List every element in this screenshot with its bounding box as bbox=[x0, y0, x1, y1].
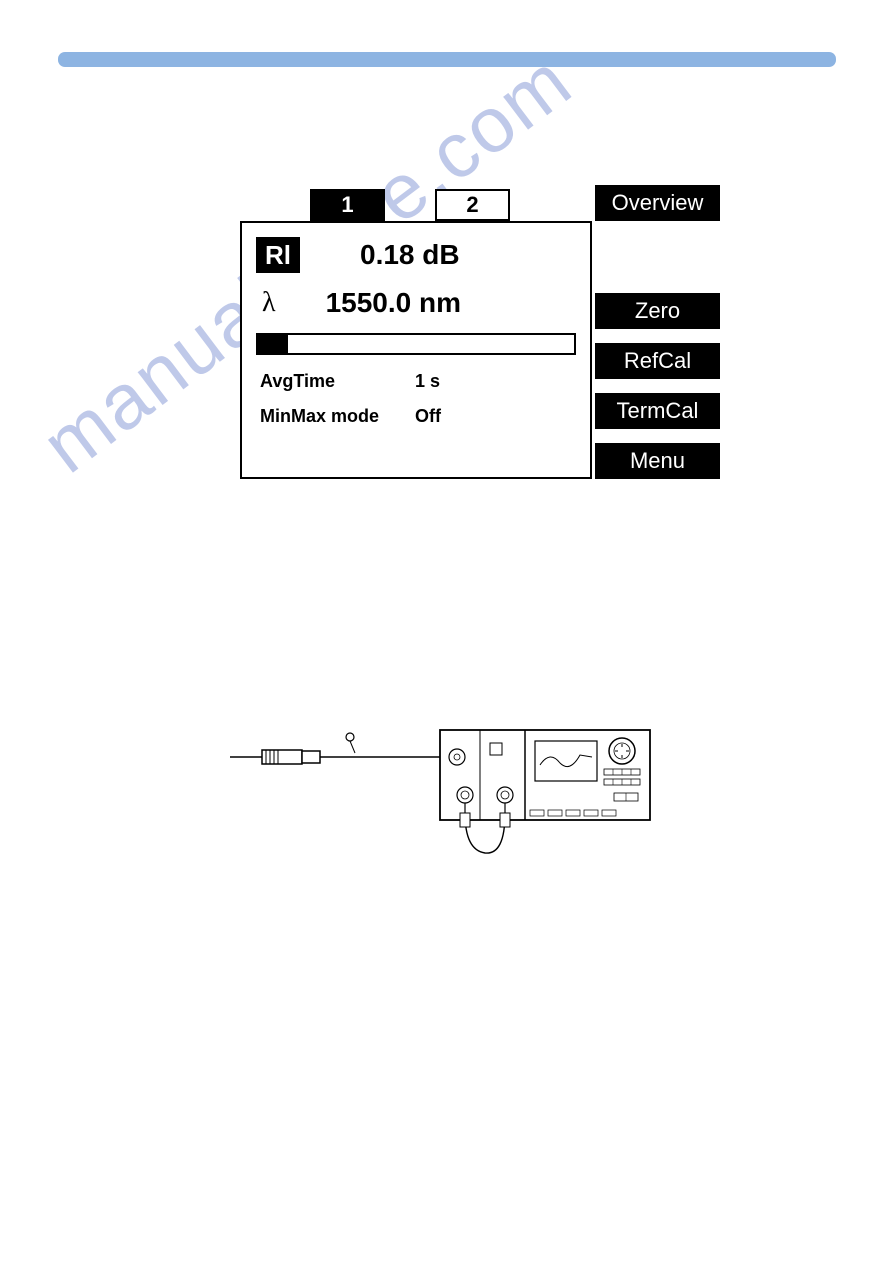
reading-row: Rl 0.18 dB bbox=[256, 237, 576, 273]
instrument-display: 1 2 Overview Rl 0.18 dB λ 1550.0 nm AvgT… bbox=[240, 185, 720, 479]
display-body: Rl 0.18 dB λ 1550.0 nm AvgTime 1 s MinMa… bbox=[240, 221, 720, 479]
header-bar bbox=[58, 52, 836, 67]
termcal-button[interactable]: TermCal bbox=[595, 393, 720, 429]
tab-1[interactable]: 1 bbox=[310, 189, 385, 221]
tab-2[interactable]: 2 bbox=[435, 189, 510, 221]
minmax-label: MinMax mode bbox=[260, 406, 415, 427]
avgtime-label: AvgTime bbox=[260, 371, 415, 392]
wavelength-value: 1550.0 nm bbox=[326, 287, 461, 319]
zero-button[interactable]: Zero bbox=[595, 293, 720, 329]
lambda-symbol: λ bbox=[262, 287, 276, 319]
reading-value: 0.18 dB bbox=[360, 239, 460, 271]
progress-bar bbox=[256, 333, 576, 355]
tabs-row: 1 2 Overview bbox=[240, 185, 720, 221]
menu-button[interactable]: Menu bbox=[595, 443, 720, 479]
side-buttons: Zero RefCal TermCal Menu bbox=[595, 221, 720, 479]
side-spacer bbox=[595, 221, 720, 293]
minmax-value: Off bbox=[415, 406, 441, 427]
overview-button[interactable]: Overview bbox=[595, 185, 720, 221]
device-diagram bbox=[230, 695, 660, 870]
main-panel: Rl 0.18 dB λ 1550.0 nm AvgTime 1 s MinMa… bbox=[240, 221, 592, 479]
progress-fill bbox=[258, 335, 288, 353]
rl-badge: Rl bbox=[256, 237, 300, 273]
wavelength-row: λ 1550.0 nm bbox=[256, 287, 576, 319]
minmax-row: MinMax mode Off bbox=[256, 406, 576, 427]
avgtime-value: 1 s bbox=[415, 371, 440, 392]
avgtime-row: AvgTime 1 s bbox=[256, 371, 576, 392]
refcal-button[interactable]: RefCal bbox=[595, 343, 720, 379]
device-svg bbox=[230, 695, 660, 865]
